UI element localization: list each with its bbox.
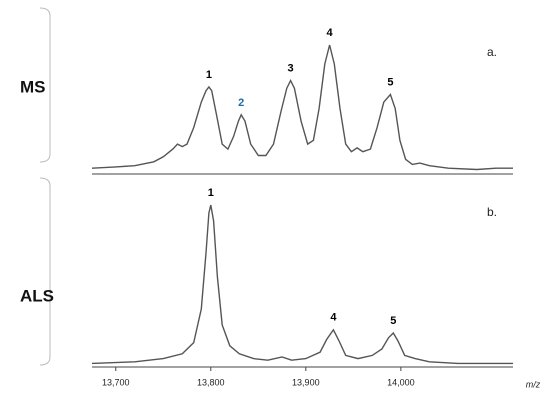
peak-label: 5: [390, 315, 396, 327]
peak-label: 5: [387, 76, 393, 88]
panel-label: a.: [487, 45, 497, 59]
panel-label: b.: [487, 205, 497, 219]
spectrum-line: [91, 44, 513, 171]
peak-label: 4: [330, 312, 337, 324]
x-tick-label: 13,900: [292, 377, 320, 387]
x-axis-label: m/z: [526, 379, 541, 389]
x-tick-label: 13,800: [197, 377, 225, 387]
x-tick-label: 14,000: [387, 377, 415, 387]
peak-label: 1: [206, 69, 212, 81]
bracket: [39, 177, 51, 366]
peak-label: 3: [288, 62, 294, 74]
peak-label: 2: [238, 97, 244, 109]
x-tick-label: 13,700: [102, 377, 130, 387]
bracket: [39, 7, 51, 163]
panel-title: ALS: [20, 286, 54, 305]
peak-label: 4: [327, 27, 334, 39]
panel-title: MS: [20, 77, 46, 96]
peak-label: 1: [208, 187, 214, 199]
spectrum-line: [91, 204, 513, 365]
